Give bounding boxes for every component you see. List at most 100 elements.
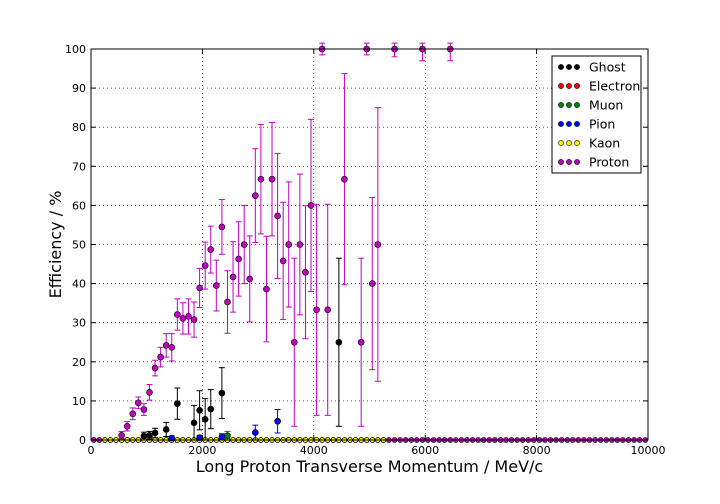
legend-marker — [558, 83, 564, 89]
data-point — [140, 406, 148, 413]
data-point — [151, 364, 159, 372]
legend-marker — [574, 102, 580, 108]
data-point — [190, 419, 198, 427]
legend-marker — [558, 159, 564, 165]
legend-marker — [558, 140, 564, 146]
data-point — [174, 311, 181, 318]
data-point — [201, 262, 209, 269]
legend-item-electron: Electron — [558, 79, 640, 94]
legend-item-proton: Proton — [558, 155, 629, 170]
legend-item-kaon: Kaon — [558, 136, 620, 151]
data-point — [257, 175, 265, 183]
y-tick-label: 60 — [72, 199, 86, 212]
x-axis-label: Long Proton Transverse Momentum / MeV/c — [196, 457, 543, 476]
data-point — [174, 400, 181, 407]
y-tick-label: 40 — [72, 278, 86, 291]
legend-marker — [574, 121, 580, 127]
x-tick-label: 8000 — [523, 444, 551, 457]
data-point — [279, 257, 287, 265]
data-point — [151, 429, 159, 437]
legend-item-pion: Pion — [558, 117, 615, 132]
data-point — [201, 415, 209, 423]
data-point — [274, 212, 281, 220]
legend-marker — [566, 64, 572, 70]
data-point — [291, 338, 298, 346]
data-point — [118, 432, 125, 439]
data-point — [218, 433, 226, 441]
legend-label: Electron — [589, 79, 640, 94]
axis-ticks: 0 2000 4000 6000 8000 10000 0 10 20 30 40 50 60 70 80 9… — [65, 43, 666, 457]
data-point — [162, 426, 170, 433]
legend-marker — [566, 121, 572, 127]
data-point — [185, 313, 192, 320]
data-point — [296, 241, 304, 248]
data-point — [224, 298, 231, 306]
data-point — [168, 344, 176, 351]
data-point — [146, 432, 153, 439]
data-point — [341, 175, 348, 183]
data-point — [123, 423, 131, 430]
data-point — [235, 255, 242, 263]
data-point — [313, 306, 320, 314]
legend-label: Muon — [589, 98, 623, 113]
data-point — [129, 410, 137, 418]
legend-label: Kaon — [589, 136, 620, 151]
data-point — [157, 353, 164, 361]
legend: Ghost Electron Muon Pion Kaon Proton — [551, 55, 642, 174]
data-point — [196, 284, 203, 292]
data-point — [218, 223, 226, 231]
legend-marker — [558, 64, 564, 70]
legend-marker — [558, 121, 564, 127]
y-tick-label: 10 — [72, 395, 86, 408]
x-tick-label: 2000 — [188, 444, 216, 457]
legend-marker — [574, 159, 580, 165]
data-point — [324, 306, 332, 314]
data-point — [213, 282, 220, 289]
legend-item-ghost: Ghost — [558, 60, 626, 75]
data-point — [207, 246, 215, 253]
y-tick-label: 100 — [65, 43, 86, 56]
x-tick-label: 4000 — [300, 444, 328, 457]
data-point — [302, 268, 309, 276]
legend-label: Pion — [589, 117, 615, 132]
legend-marker — [574, 140, 580, 146]
data-point — [229, 273, 237, 281]
x-tick-label: 10000 — [631, 444, 666, 457]
legend-marker — [558, 102, 564, 108]
legend-marker — [566, 83, 572, 89]
legend-label: Ghost — [589, 60, 626, 75]
y-tick-label: 30 — [72, 317, 86, 330]
data-point — [224, 432, 231, 439]
legend-marker — [574, 83, 580, 89]
data-point — [335, 338, 343, 346]
data-point — [146, 388, 153, 396]
data-point — [218, 389, 226, 397]
data-point — [207, 405, 215, 413]
data-point — [196, 406, 203, 414]
data-point — [374, 241, 382, 248]
legend-marker — [566, 159, 572, 165]
data-point — [285, 241, 293, 248]
legend-box — [551, 55, 642, 174]
data-point — [263, 285, 270, 293]
data-point — [307, 202, 315, 209]
data-point — [162, 342, 170, 349]
data-point — [252, 429, 259, 436]
y-tick-label: 20 — [72, 356, 86, 369]
y-tick-label: 0 — [79, 434, 86, 447]
data-point — [246, 275, 254, 283]
legend-marker — [574, 64, 580, 70]
series-proton — [118, 42, 454, 440]
x-tick-label: 6000 — [411, 444, 439, 457]
legend-item-muon: Muon — [558, 98, 623, 113]
data-point — [140, 432, 148, 440]
data-point — [357, 338, 365, 346]
data-point — [268, 175, 276, 183]
data-point — [179, 315, 187, 322]
legend-marker — [566, 140, 572, 146]
y-tick-label: 80 — [72, 121, 86, 134]
data-point — [252, 192, 259, 199]
legend-label: Proton — [589, 155, 629, 170]
data-point — [135, 399, 142, 407]
